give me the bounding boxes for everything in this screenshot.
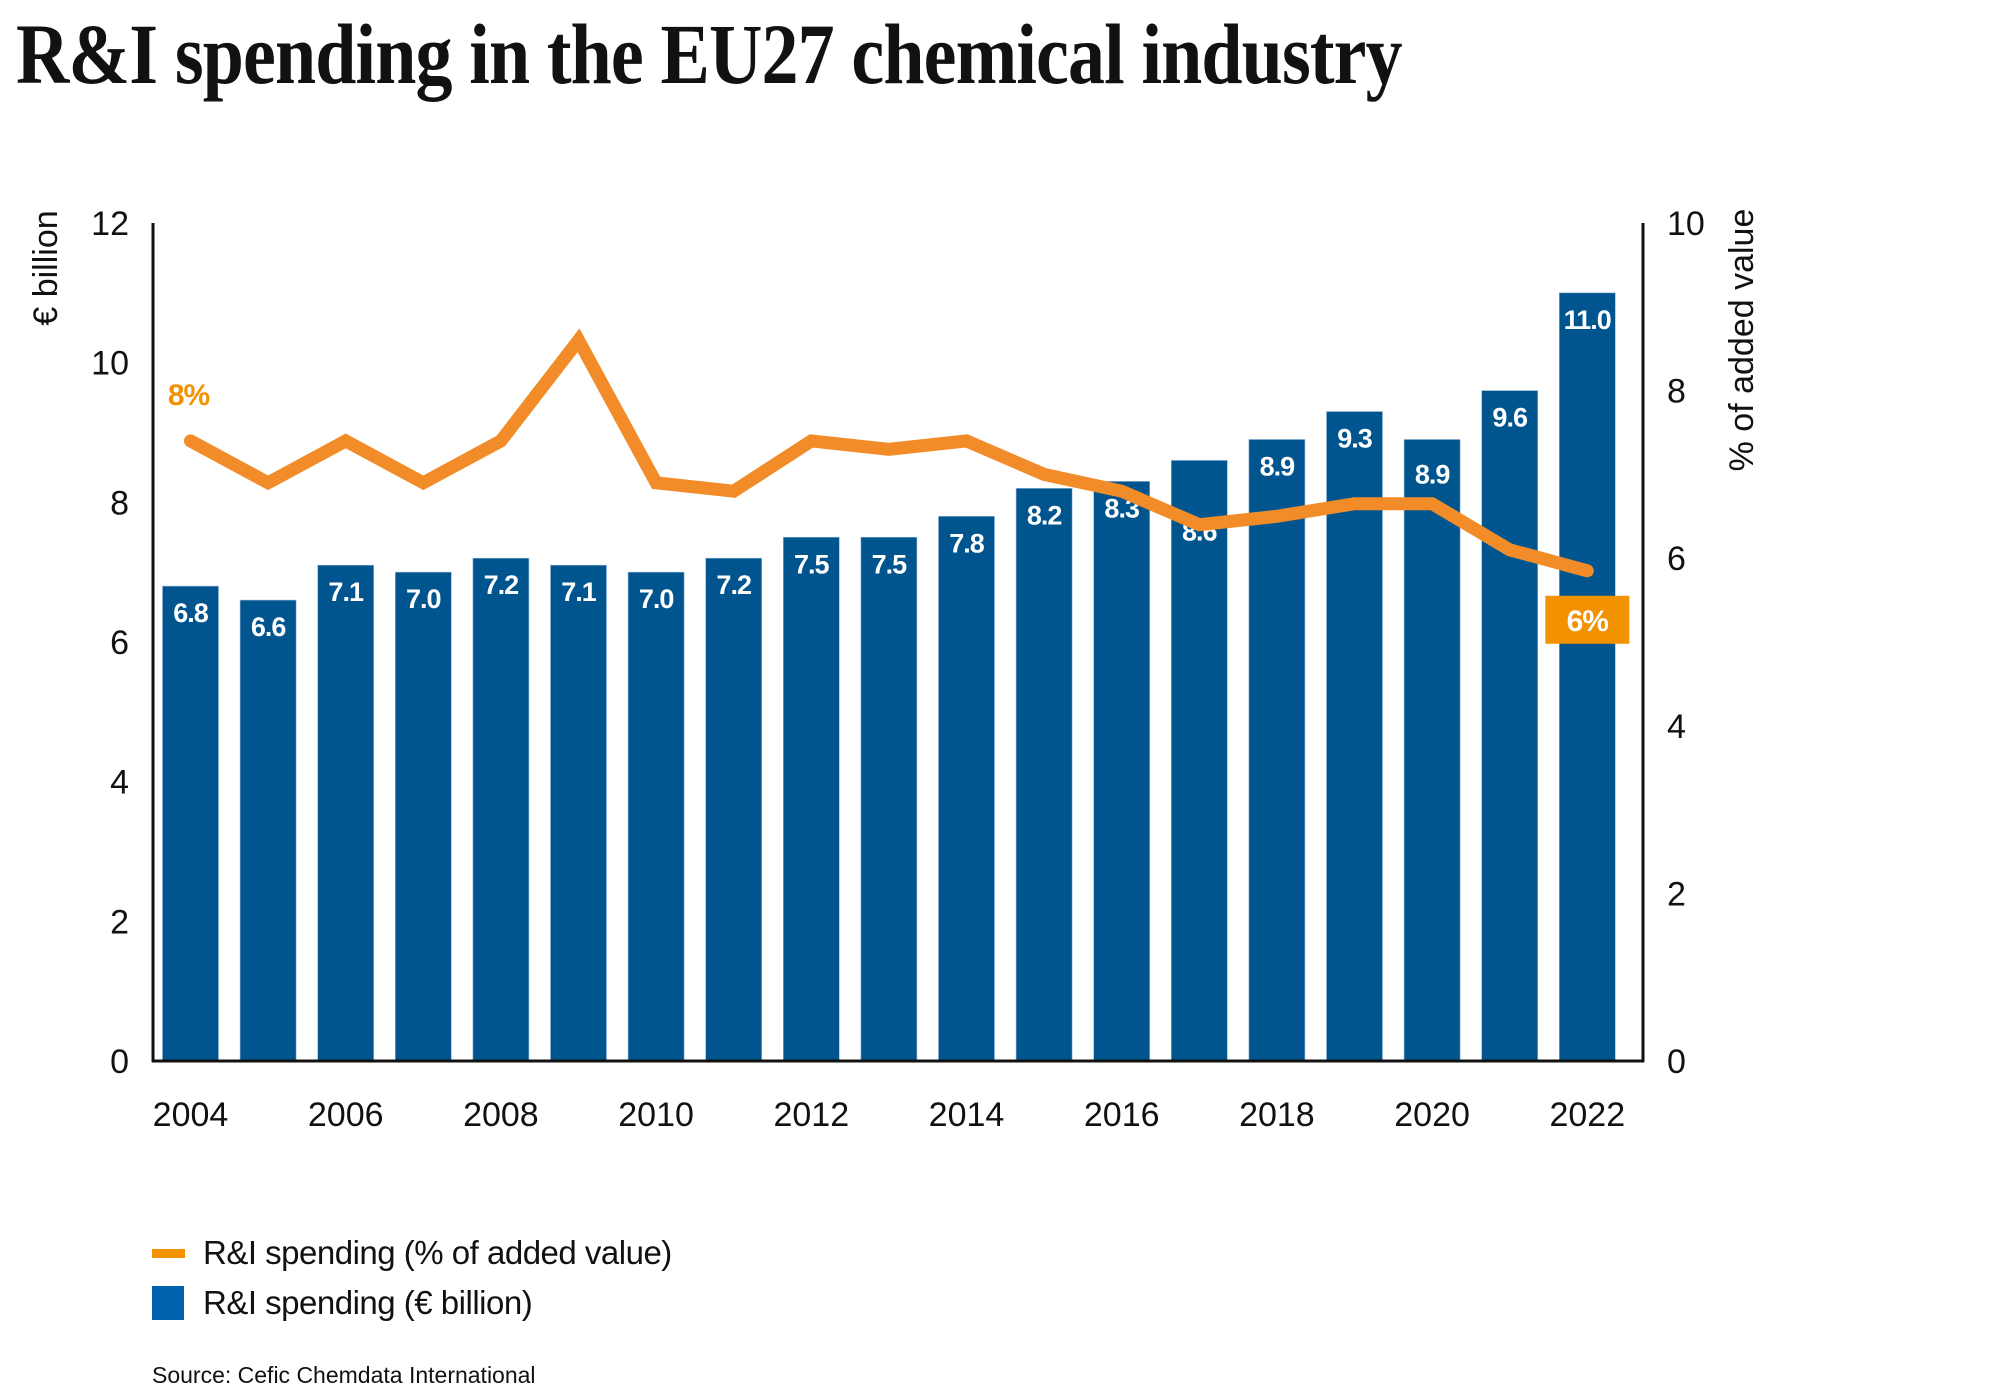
- bar-series: [162, 292, 1616, 1062]
- legend-label-bar: R&I spending (€ billion): [203, 1284, 533, 1321]
- left-tick-4: 4: [110, 764, 129, 802]
- left-axis-title: € billion: [27, 210, 65, 325]
- bar-label-2022: 11.0: [1564, 305, 1611, 335]
- bar-2022: [1559, 292, 1616, 1062]
- legend-item-line: R&I spending (% of added value): [152, 1228, 672, 1278]
- chart-title: R&I spending in the EU27 chemical indust…: [16, 6, 1403, 102]
- bar-label-2009: 7.1: [561, 577, 597, 607]
- bar-2018: [1248, 439, 1306, 1062]
- bar-label-2007: 7.0: [406, 584, 441, 614]
- x-tick-2022: 2022: [1549, 1096, 1625, 1134]
- bar-2011: [705, 557, 763, 1062]
- x-tick-2014: 2014: [929, 1096, 1005, 1134]
- bar-2010: [627, 571, 685, 1062]
- line-series: [184, 328, 1594, 578]
- bar-label-2020: 8.9: [1415, 459, 1451, 489]
- source-note: Source: Cefic Chemdata International: [152, 1362, 536, 1388]
- annotation-label-last: 6%: [1567, 605, 1609, 638]
- x-tick-2020: 2020: [1394, 1096, 1470, 1134]
- right-axis-ticks: 0 2 4 6 8 10: [1667, 205, 1705, 1081]
- bar-label-2019: 9.3: [1337, 424, 1373, 454]
- bar-label-2006: 7.1: [328, 577, 364, 607]
- left-tick-2: 2: [110, 903, 129, 941]
- bar-label-2013: 7.5: [872, 549, 908, 579]
- bar-2006: [317, 564, 375, 1062]
- x-tick-2008: 2008: [463, 1096, 539, 1134]
- bar-2008: [472, 557, 530, 1062]
- left-tick-8: 8: [110, 484, 129, 522]
- x-tick-2018: 2018: [1239, 1096, 1315, 1134]
- x-tick-2004: 2004: [153, 1096, 229, 1134]
- right-tick-8: 8: [1667, 373, 1686, 411]
- bar-2009: [550, 564, 607, 1062]
- x-tick-2006: 2006: [308, 1096, 384, 1134]
- bar-2017: [1171, 460, 1228, 1062]
- bar-2020: [1403, 439, 1461, 1062]
- left-tick-10: 10: [91, 345, 129, 383]
- x-tick-2010: 2010: [618, 1096, 694, 1134]
- bar-label-2010: 7.0: [639, 584, 674, 614]
- right-tick-6: 6: [1667, 540, 1686, 578]
- legend-label-line: R&I spending (% of added value): [203, 1234, 672, 1271]
- right-tick-10: 10: [1667, 205, 1705, 243]
- bar-2014: [938, 515, 995, 1062]
- x-axis-ticks: 2004 2006 2008 2010 2012 2014 2016 2018 2020 2022: [153, 1096, 1625, 1134]
- right-tick-2: 2: [1667, 875, 1686, 913]
- bar-2019: [1326, 411, 1383, 1062]
- bar-label-2011: 7.2: [716, 570, 751, 600]
- bar-label-2014: 7.8: [949, 528, 985, 558]
- bar-2004: [162, 585, 219, 1062]
- left-tick-12: 12: [91, 205, 129, 243]
- bar-2013: [860, 536, 918, 1062]
- legend-item-bar: R&I spending (€ billion): [152, 1278, 672, 1328]
- left-axis-ticks: 0 2 4 6 8 10 12: [91, 205, 129, 1081]
- legend-swatch-line-icon: [152, 1248, 185, 1258]
- bar-2015: [1015, 488, 1073, 1062]
- annotation-box-last: [1545, 595, 1630, 644]
- legend-swatch-box-icon: [152, 1286, 184, 1320]
- x-tick-2016: 2016: [1084, 1096, 1160, 1134]
- left-tick-0: 0: [110, 1043, 129, 1081]
- right-tick-0: 0: [1667, 1043, 1686, 1081]
- right-axis-title: % of added value: [1723, 209, 1761, 472]
- annotation-label-first: 8%: [168, 379, 210, 412]
- right-tick-4: 4: [1667, 708, 1686, 746]
- bar-label-2004: 6.8: [173, 598, 209, 628]
- bar-2007: [394, 571, 452, 1062]
- bar-labels: 6.8 6.67.1 7.0 7.2 7.1 7.0 7.27.5 7.57.88.2 8.38…: [173, 305, 1612, 642]
- bar-label-2005: 6.6: [251, 612, 287, 642]
- left-tick-6: 6: [110, 624, 129, 662]
- bar-label-2015: 8.2: [1027, 500, 1062, 530]
- bar-label-2021: 9.6: [1492, 403, 1528, 433]
- bar-label-2018: 8.9: [1260, 451, 1296, 481]
- bar-2021: [1481, 390, 1538, 1062]
- legend: R&I spending (% of added value) R&I spen…: [152, 1228, 672, 1328]
- bar-label-2012: 7.5: [794, 549, 830, 579]
- line-annotations: 8% 6%: [168, 379, 1630, 644]
- bar-2016: [1093, 481, 1150, 1062]
- bar-2012: [782, 536, 840, 1062]
- bar-2005: [239, 599, 297, 1062]
- bar-label-2008: 7.2: [484, 570, 519, 600]
- x-tick-2012: 2012: [773, 1096, 849, 1134]
